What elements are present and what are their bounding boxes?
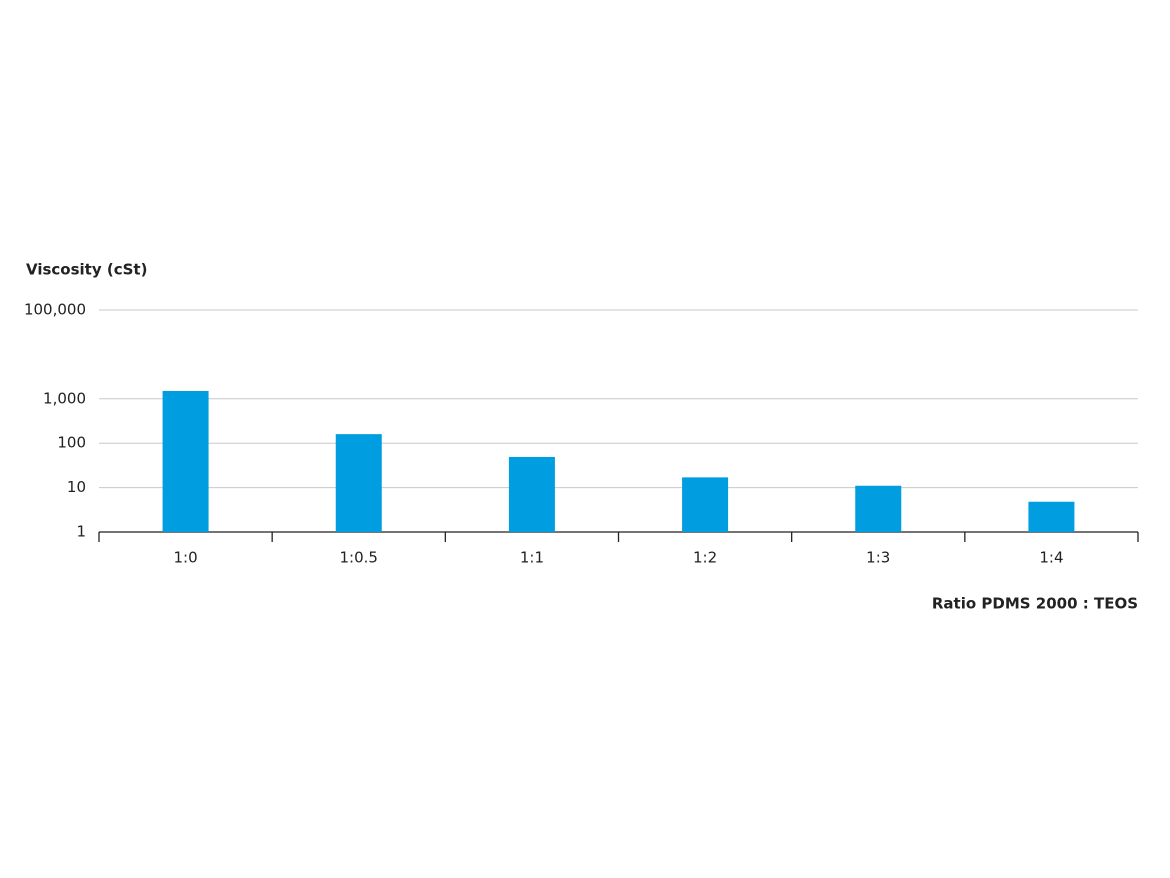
x-tick-label: 1:2: [693, 549, 717, 567]
x-tick-label: 1:1: [520, 549, 544, 567]
y-tick-label: 100,000: [24, 301, 86, 319]
x-tick-label: 1:3: [866, 549, 890, 567]
y-tick-label: 1,000: [43, 389, 86, 407]
bar: [335, 434, 382, 532]
y-tick-label: 100: [57, 434, 86, 452]
bar: [1028, 501, 1075, 532]
x-tick-label: 1:4: [1039, 549, 1063, 567]
y-tick-label: 1: [76, 523, 86, 541]
x-axis-title: Ratio PDMS 2000 : TEOS: [932, 595, 1138, 613]
y-tick-label: 10: [67, 478, 86, 496]
bar: [508, 456, 555, 532]
bar: [855, 485, 902, 532]
x-tick-label: 1:0: [174, 549, 198, 567]
bar: [162, 390, 209, 532]
x-tick-label: 1:0.5: [340, 549, 378, 567]
y-axis-title: Viscosity (cSt): [26, 261, 147, 279]
bar: [682, 477, 729, 532]
